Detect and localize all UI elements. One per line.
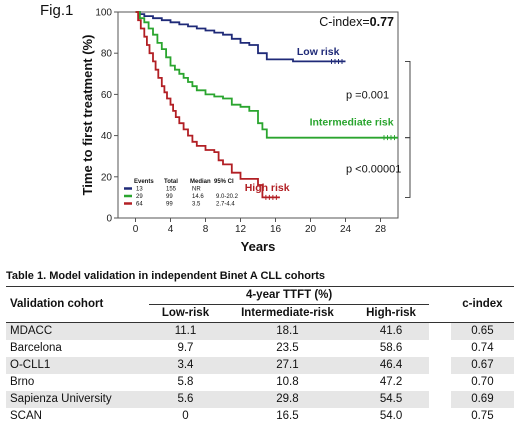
legend-cell: 2.7-4.4 <box>216 202 235 208</box>
value-cell: 10.8 <box>276 376 299 388</box>
legend-header: 95% CI <box>214 179 234 185</box>
value-cell: 54.0 <box>379 410 403 422</box>
value-cell: 27.1 <box>221 357 354 374</box>
value-cell: 41.6 <box>353 322 429 340</box>
legend-cell: 99 <box>166 194 173 200</box>
legend-cell: 29 <box>136 194 143 200</box>
value-cell: 11.1 <box>149 322 222 340</box>
table-row: Brno 5.8 10.8 47.2 0.70 <box>6 374 514 391</box>
cohort-cell: Brno <box>10 376 35 388</box>
value-cell: 5.6 <box>149 391 222 408</box>
legend-cell: 14.6 <box>192 194 204 200</box>
legend-cell: 9.0-20.2 <box>216 194 239 200</box>
legend-cell: 99 <box>166 202 173 208</box>
x-axis-label: Years <box>241 239 276 254</box>
value-cell: 0.74 <box>471 342 494 354</box>
y-tick-label: 0 <box>106 214 112 225</box>
x-tick-label: 0 <box>133 224 139 235</box>
x-tick-label: 28 <box>375 224 387 235</box>
cohort-cell: Barcelona <box>10 342 62 354</box>
bracket-low-intermediate <box>405 60 411 139</box>
row-gap <box>428 408 451 425</box>
value-cell: 16.5 <box>276 410 299 422</box>
table-caption: Table 1. Model validation in independent… <box>6 270 326 282</box>
value-cell: 0.65 <box>450 322 514 340</box>
table-row: Barcelona 9.7 23.5 58.6 0.74 <box>6 340 514 357</box>
validation-table-block: Table 1. Model validation in independent… <box>6 270 514 425</box>
value-cell: 23.5 <box>276 342 299 354</box>
value-cell: 0.70 <box>471 376 494 388</box>
cohort-cell: Sapienza University <box>6 391 150 408</box>
cindex-text: C-index=0.77 <box>319 15 394 29</box>
legend-cell: 155 <box>166 187 177 193</box>
bracket-intermediate-high <box>405 137 411 198</box>
col-header-intermediate: Intermediate-risk <box>241 307 334 319</box>
table-row: Sapienza University 5.6 29.8 54.5 0.69 <box>6 391 514 408</box>
high-risk-label: High risk <box>245 182 290 194</box>
legend-header: Median <box>190 179 211 185</box>
value-cell: 3.4 <box>149 357 222 374</box>
value-cell: 0.75 <box>471 410 494 422</box>
legend-cell: 3.5 <box>192 202 201 208</box>
figure-label: Fig.1 <box>40 2 74 19</box>
col-header-cindex: c-index <box>462 298 503 310</box>
value-cell: 18.1 <box>221 322 354 340</box>
legend-cell: NR <box>192 187 201 193</box>
plot-frame <box>117 11 399 219</box>
legend-header: Total <box>164 179 178 185</box>
legend-cell: 13 <box>136 187 143 193</box>
table-row: MDACC 11.1 18.1 41.6 0.65 <box>6 322 514 340</box>
cohort-cell: O-CLL1 <box>6 357 150 374</box>
row-gap <box>428 374 451 391</box>
low-risk-label: Low risk <box>297 46 340 58</box>
row-gap <box>428 391 451 408</box>
row-gap <box>428 340 451 357</box>
value-cell: 0 <box>182 410 189 422</box>
value-cell: 58.6 <box>379 342 403 354</box>
validation-table: Validation cohort 4-year TTFT (%) c-inde… <box>6 286 514 425</box>
value-cell: 47.2 <box>379 376 403 388</box>
value-cell: 9.7 <box>177 342 194 354</box>
intermediate-risk-curve <box>135 11 398 139</box>
high-risk-curve <box>135 11 280 199</box>
col-header-low: Low-risk <box>161 307 210 319</box>
value-cell: 54.5 <box>353 391 429 408</box>
value-cell: 5.8 <box>177 376 194 388</box>
col-header-cohort: Validation cohort <box>10 298 104 310</box>
value-cell: 46.4 <box>353 357 429 374</box>
header-gap <box>428 286 451 323</box>
value-cell: 29.8 <box>221 391 354 408</box>
x-tick-label: 20 <box>305 224 317 235</box>
row-gap <box>428 357 451 374</box>
low-risk-curve <box>135 11 346 63</box>
y-tick-label: 40 <box>101 131 113 142</box>
p-value-2: p <0.00001 <box>346 164 401 176</box>
y-tick-label: 100 <box>95 8 112 19</box>
legend-cell: 64 <box>136 202 143 208</box>
table-row: O-CLL1 3.4 27.1 46.4 0.67 <box>6 357 514 374</box>
y-tick-label: 20 <box>101 172 113 183</box>
value-cell: 0.67 <box>450 357 514 374</box>
x-tick-label: 24 <box>340 224 352 235</box>
legend-header: Events <box>134 179 154 185</box>
x-tick-label: 8 <box>203 224 209 235</box>
x-tick-label: 4 <box>168 224 174 235</box>
x-tick-label: 12 <box>235 224 247 235</box>
y-tick-label: 60 <box>101 90 113 101</box>
p-value-1: p =0.001 <box>346 89 389 101</box>
y-tick-label: 80 <box>101 49 113 60</box>
x-tick-label: 16 <box>270 224 282 235</box>
y-axis-label: Time to first treatment (%) <box>80 35 95 196</box>
cohort-cell: SCAN <box>10 410 42 422</box>
cohort-cell: MDACC <box>6 322 150 340</box>
value-cell: 0.69 <box>450 391 514 408</box>
col-header-high: High-risk <box>366 307 416 319</box>
row-gap <box>428 322 451 340</box>
km-chart: 0 20 40 60 80 100 0 4 8 12 16 20 24 28 Years Time to fi… <box>80 8 411 254</box>
table-row: SCAN 0 16.5 54.0 0.75 <box>6 408 514 425</box>
group-header-ttft: 4-year TTFT (%) <box>149 286 429 305</box>
intermediate-risk-label: Intermediate risk <box>310 116 394 128</box>
